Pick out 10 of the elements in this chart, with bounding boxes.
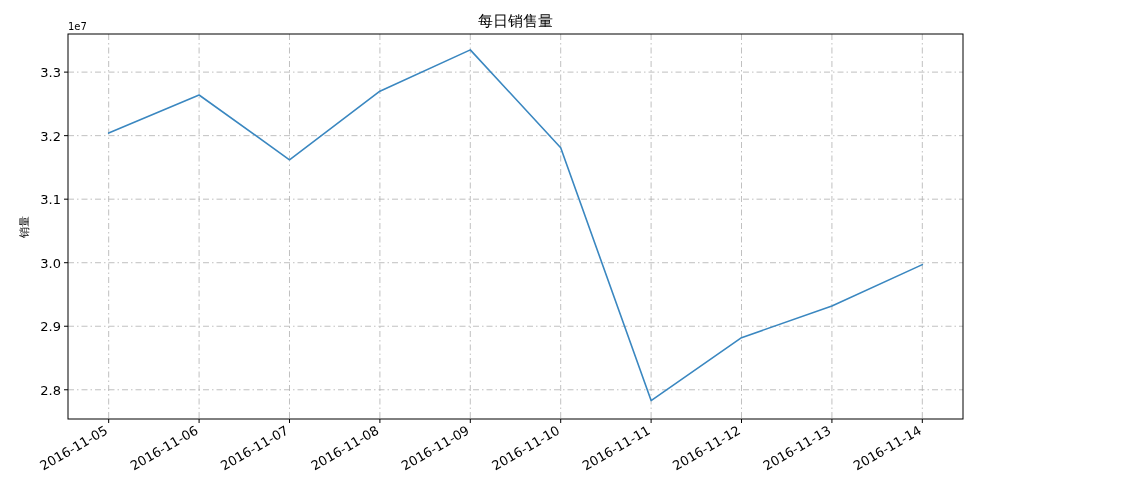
chart-title: 每日销售量 [478, 12, 553, 30]
y-tick-label: 2.8 [40, 382, 61, 398]
y-tick-label: 3.2 [40, 128, 61, 144]
y-tick-label: 3.1 [40, 192, 61, 208]
text: 1e7 [68, 21, 87, 32]
line-series [107, 49, 924, 402]
y-tick-label: 3.0 [40, 255, 61, 271]
y-axis-title: 销量 [18, 215, 31, 239]
y-tick-label: 2.9 [40, 319, 61, 335]
y-tick-label: 3.3 [40, 65, 61, 81]
